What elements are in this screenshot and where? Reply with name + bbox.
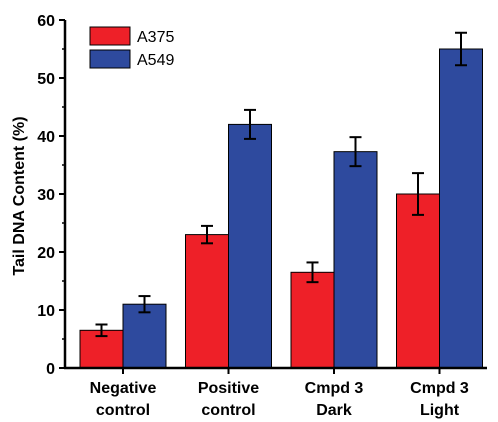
y-tick-label-50: 50 xyxy=(37,71,55,88)
bar-a549-2 xyxy=(333,151,378,369)
bar-a375-2 xyxy=(290,271,335,369)
y-tick-label-0: 0 xyxy=(46,361,55,378)
x-label-2-line-1: Dark xyxy=(316,402,352,419)
x-label-3-line-1: Light xyxy=(420,402,460,419)
legend-label-a549: A549 xyxy=(137,52,174,69)
y-tick-label-40: 40 xyxy=(37,129,55,146)
legend: A375 A549 xyxy=(89,26,174,69)
y-tick-label-30: 30 xyxy=(37,187,55,204)
legend-label-a375: A375 xyxy=(137,29,174,46)
bars-group xyxy=(79,48,483,369)
x-label-3-line-0: Cmpd 3 xyxy=(410,380,469,397)
x-label-2-line-0: Cmpd 3 xyxy=(305,380,364,397)
y-tick-label-60: 60 xyxy=(37,13,55,30)
bar-a375-3 xyxy=(396,193,440,369)
bar-a549-1 xyxy=(228,123,272,369)
y-tick-label-10: 10 xyxy=(37,303,55,320)
x-labels-group: Negative control Positive control Cmpd 3 Dark… xyxy=(90,380,469,419)
error-bars-group xyxy=(95,31,467,338)
y-tick-label-20: 20 xyxy=(37,245,55,262)
x-label-1-line-1: control xyxy=(201,402,255,419)
legend-swatch-a375 xyxy=(89,26,131,46)
x-label-0-line-0: Negative xyxy=(90,380,157,397)
y-ticks-group: 0 10 20 30 40 50 60 xyxy=(37,13,65,378)
bar-a549-0 xyxy=(122,303,167,369)
y-axis-title: Tail DNA Content (%) xyxy=(11,116,28,275)
x-label-0-line-1: control xyxy=(96,402,150,419)
bar-a549-3 xyxy=(439,48,483,369)
legend-swatch-a549 xyxy=(89,49,131,69)
bar-a375-1 xyxy=(185,234,229,369)
x-label-1-line-0: Positive xyxy=(198,380,259,397)
